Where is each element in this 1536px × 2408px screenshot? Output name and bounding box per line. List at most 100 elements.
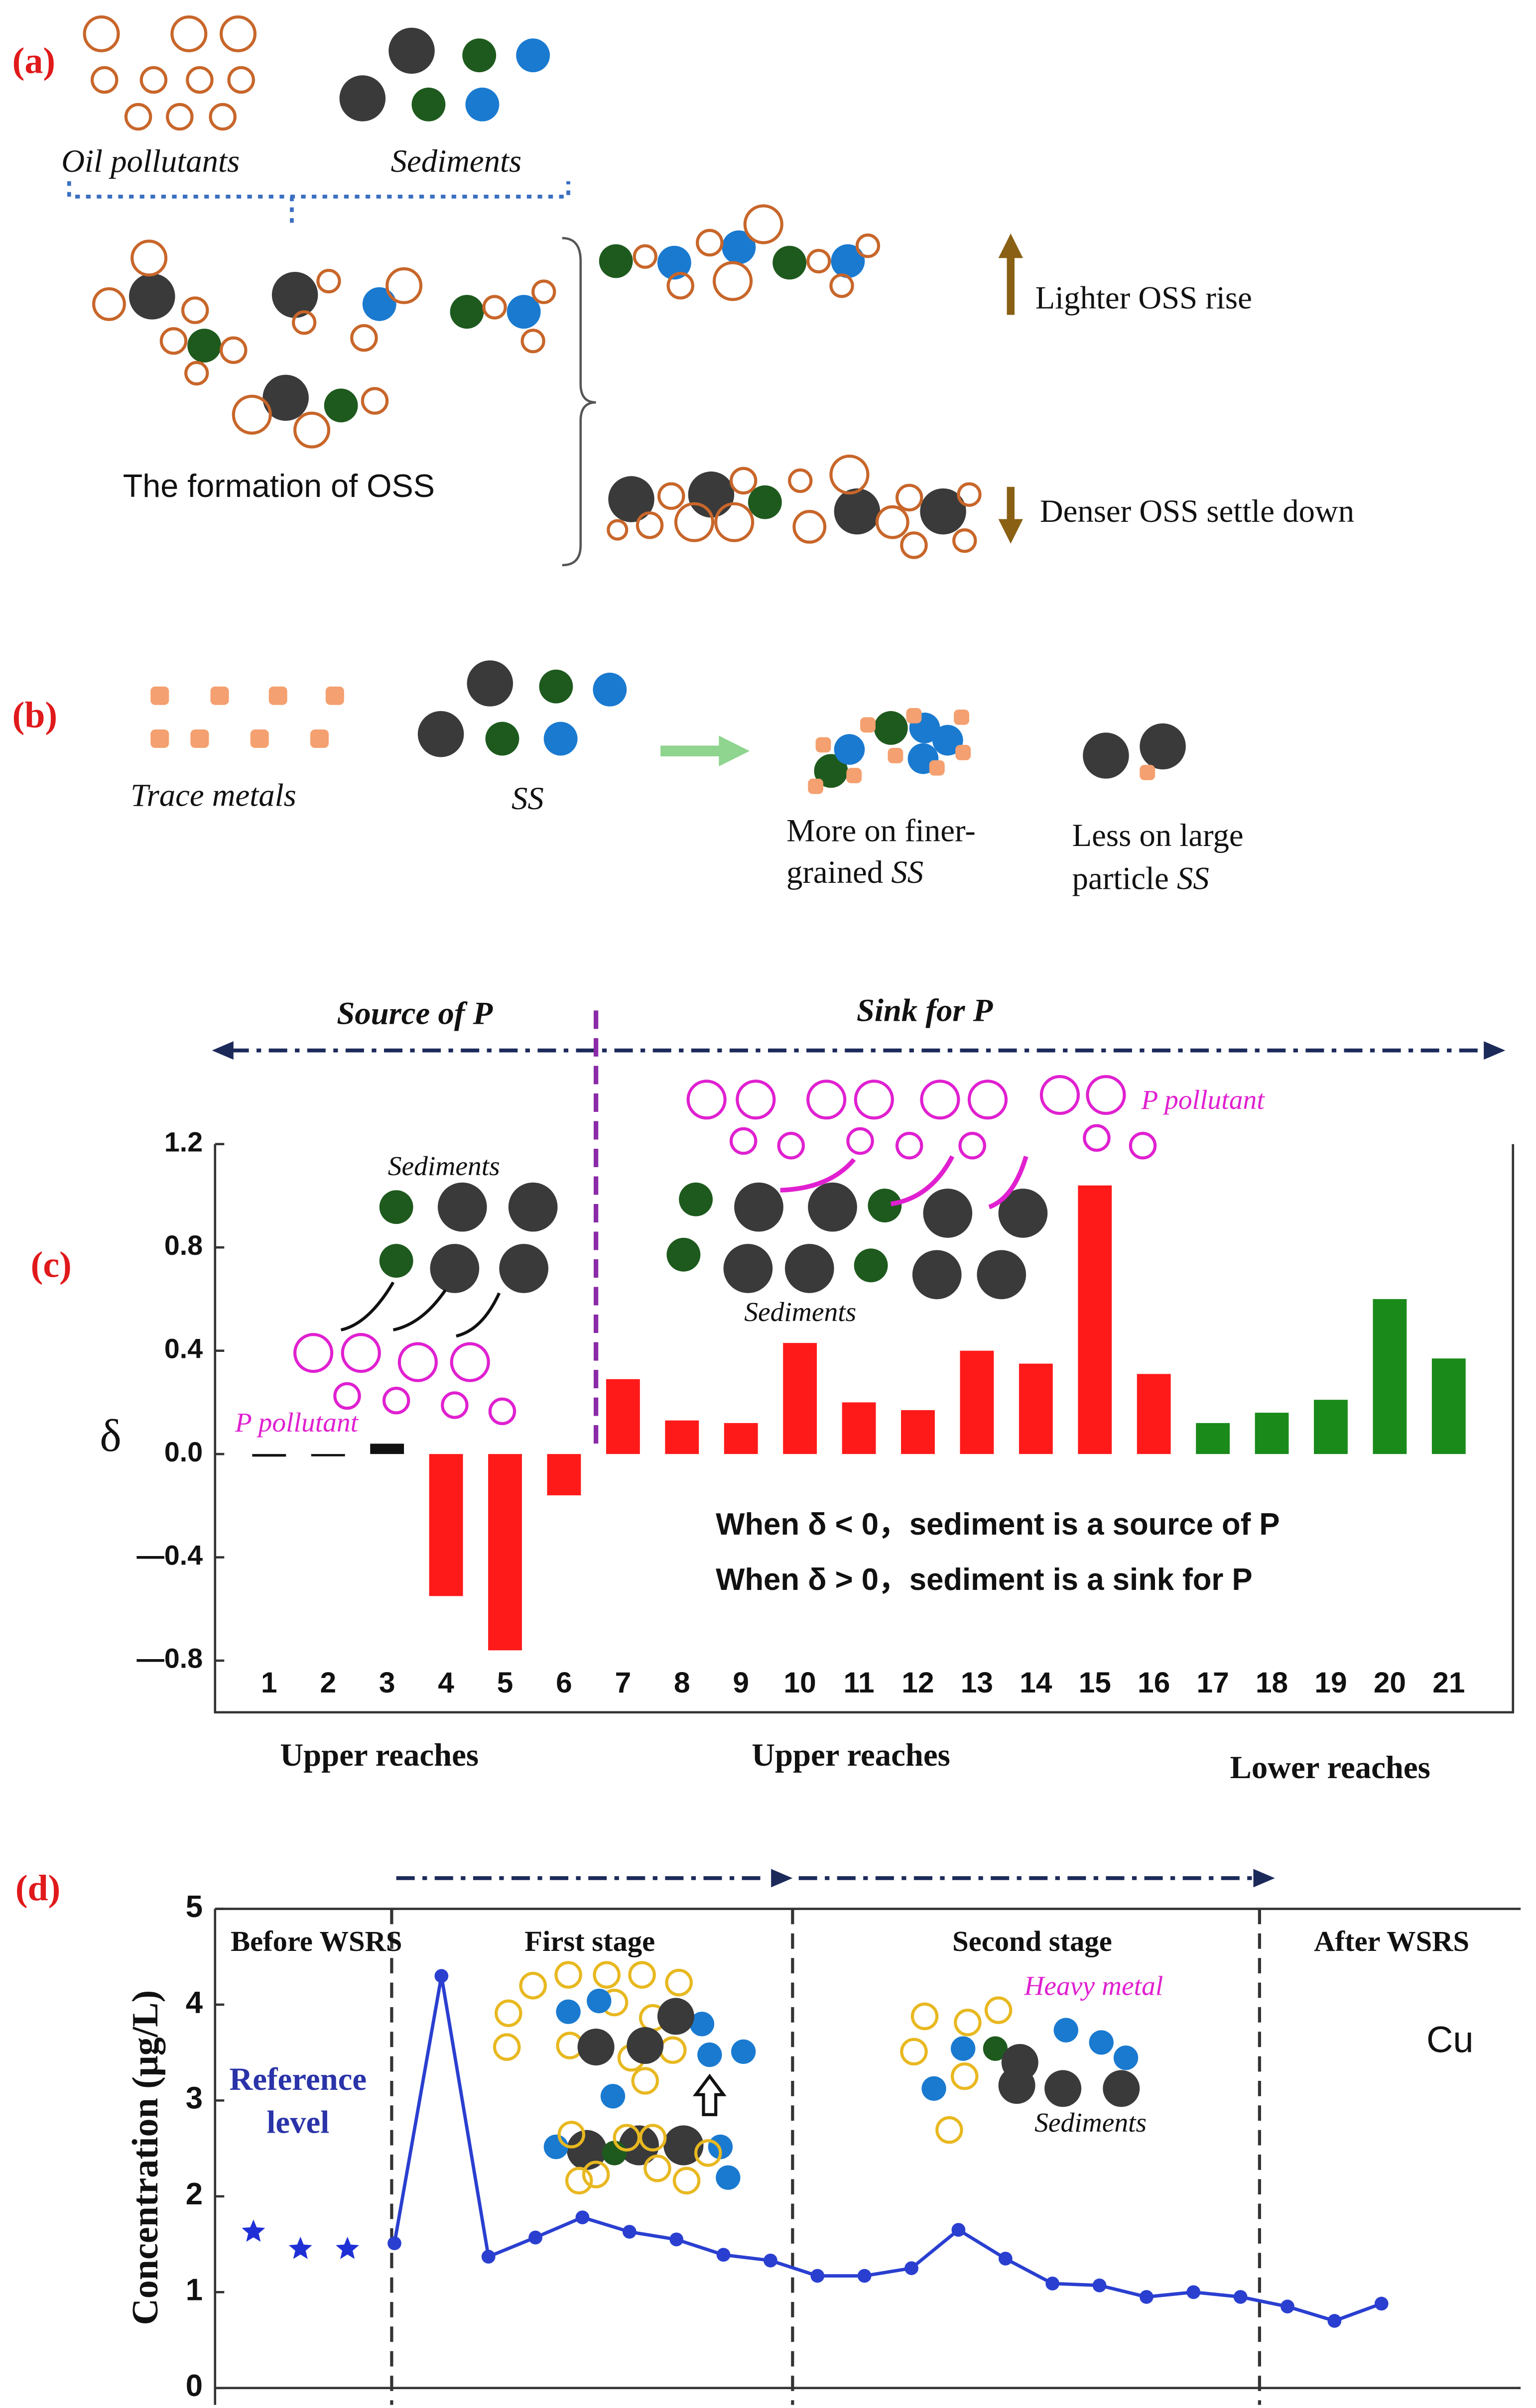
- particle: [688, 471, 735, 518]
- particle: [619, 2125, 659, 2166]
- particle: [495, 1999, 522, 2028]
- label-part: SS: [1177, 860, 1209, 896]
- particle: [382, 1386, 410, 1415]
- metal-particle: [310, 729, 329, 748]
- y-tick-label: 5: [186, 1890, 203, 1924]
- y-tick-label: 0.0: [164, 1437, 203, 1467]
- plots: —0.8—0.40.00.40.81.21 2 3 4 5 6 7 8 9 10 11 12 13 14 1…: [136, 1126, 1521, 2405]
- particle: [397, 1342, 438, 1382]
- particle: [593, 672, 627, 707]
- particle: [834, 734, 865, 765]
- particle: [814, 754, 848, 788]
- label: Less on large: [1072, 818, 1244, 853]
- annotation: level: [266, 2104, 329, 2140]
- particle: [1053, 2018, 1078, 2043]
- particle: [834, 488, 881, 535]
- particle: [910, 2002, 939, 2031]
- particle: [166, 103, 194, 131]
- stage-label: After WSRS: [1314, 1925, 1469, 1957]
- annotation: Cu: [1426, 2019, 1474, 2060]
- particle: [729, 1127, 758, 1155]
- marker: [1045, 2277, 1060, 2290]
- marker: [764, 2253, 777, 2268]
- annotation: Reference: [229, 2061, 367, 2097]
- marker: [857, 2269, 872, 2283]
- particle: [385, 267, 423, 304]
- particle: [777, 1132, 805, 1160]
- label: Oil pollutants: [61, 143, 240, 179]
- particle: [633, 244, 657, 269]
- particle: [784, 1244, 834, 1293]
- particle: [1140, 723, 1186, 770]
- particle: [984, 1996, 1013, 2024]
- particle: [663, 2125, 704, 2166]
- label: Sediments: [391, 143, 522, 179]
- particle: [139, 66, 168, 94]
- particle: [582, 2161, 610, 2188]
- y-tick-label: 0.8: [164, 1230, 203, 1261]
- marker: [242, 2219, 265, 2242]
- marker: [1327, 2314, 1342, 2328]
- x-tick-label: 17: [1197, 1667, 1229, 1699]
- particle: [482, 295, 507, 320]
- particle: [485, 722, 519, 756]
- particle: [788, 468, 813, 493]
- bar: [252, 1454, 286, 1457]
- particle: [631, 2067, 659, 2095]
- particle: [602, 2141, 627, 2166]
- particle: [657, 1998, 694, 2035]
- particle: [628, 1961, 656, 1989]
- connector: [340, 1281, 501, 1338]
- arrow-head: [998, 233, 1023, 258]
- connector: [780, 1155, 1028, 1209]
- marker: [669, 2232, 684, 2247]
- x-tick-label: 12: [901, 1667, 934, 1699]
- particle: [271, 272, 318, 318]
- x-tick-label: 20: [1374, 1667, 1406, 1699]
- particle: [467, 660, 513, 707]
- particle: [599, 244, 633, 278]
- y-tick-label: 0.4: [164, 1333, 203, 1364]
- y-axis-label: Concentration (μg/L): [125, 1990, 166, 2325]
- particle: [957, 482, 982, 507]
- particle: [952, 528, 977, 553]
- metal-particle: [808, 778, 824, 794]
- connector: [692, 2073, 727, 2116]
- particle: [900, 531, 928, 559]
- particle: [557, 2121, 586, 2149]
- panel-label: (d): [15, 1868, 60, 1909]
- particle: [868, 1189, 902, 1223]
- marker: [622, 2225, 637, 2239]
- x-tick-label: 2: [320, 1667, 336, 1699]
- stage-label: Second stage: [952, 1925, 1112, 1957]
- particle: [554, 1961, 582, 1989]
- particle: [950, 2036, 976, 2061]
- particle: [923, 1189, 973, 1238]
- particle: [379, 1244, 413, 1278]
- particle: [736, 1080, 776, 1120]
- particle: [679, 1182, 713, 1216]
- particle: [465, 87, 500, 121]
- stage-label: Before WSRS: [231, 1925, 402, 1957]
- particle: [600, 2084, 626, 2109]
- bar: [1255, 1413, 1289, 1454]
- label: Denser OSS settle down: [1040, 493, 1354, 529]
- particle: [875, 505, 909, 539]
- particle: [607, 519, 629, 541]
- particle: [520, 329, 545, 354]
- metal-particle: [1140, 764, 1155, 780]
- particle: [808, 1182, 857, 1232]
- particle: [293, 1333, 334, 1373]
- marker: [1140, 2290, 1153, 2304]
- particle: [643, 2154, 671, 2182]
- marker: [1186, 2285, 1201, 2299]
- particle: [516, 38, 550, 73]
- bar: [429, 1454, 463, 1596]
- particle: [519, 1972, 547, 2000]
- particle: [1129, 1132, 1157, 1160]
- particle: [324, 388, 358, 423]
- annotation: Sediments: [1034, 2108, 1147, 2138]
- particle: [417, 711, 464, 757]
- particle: [293, 411, 331, 449]
